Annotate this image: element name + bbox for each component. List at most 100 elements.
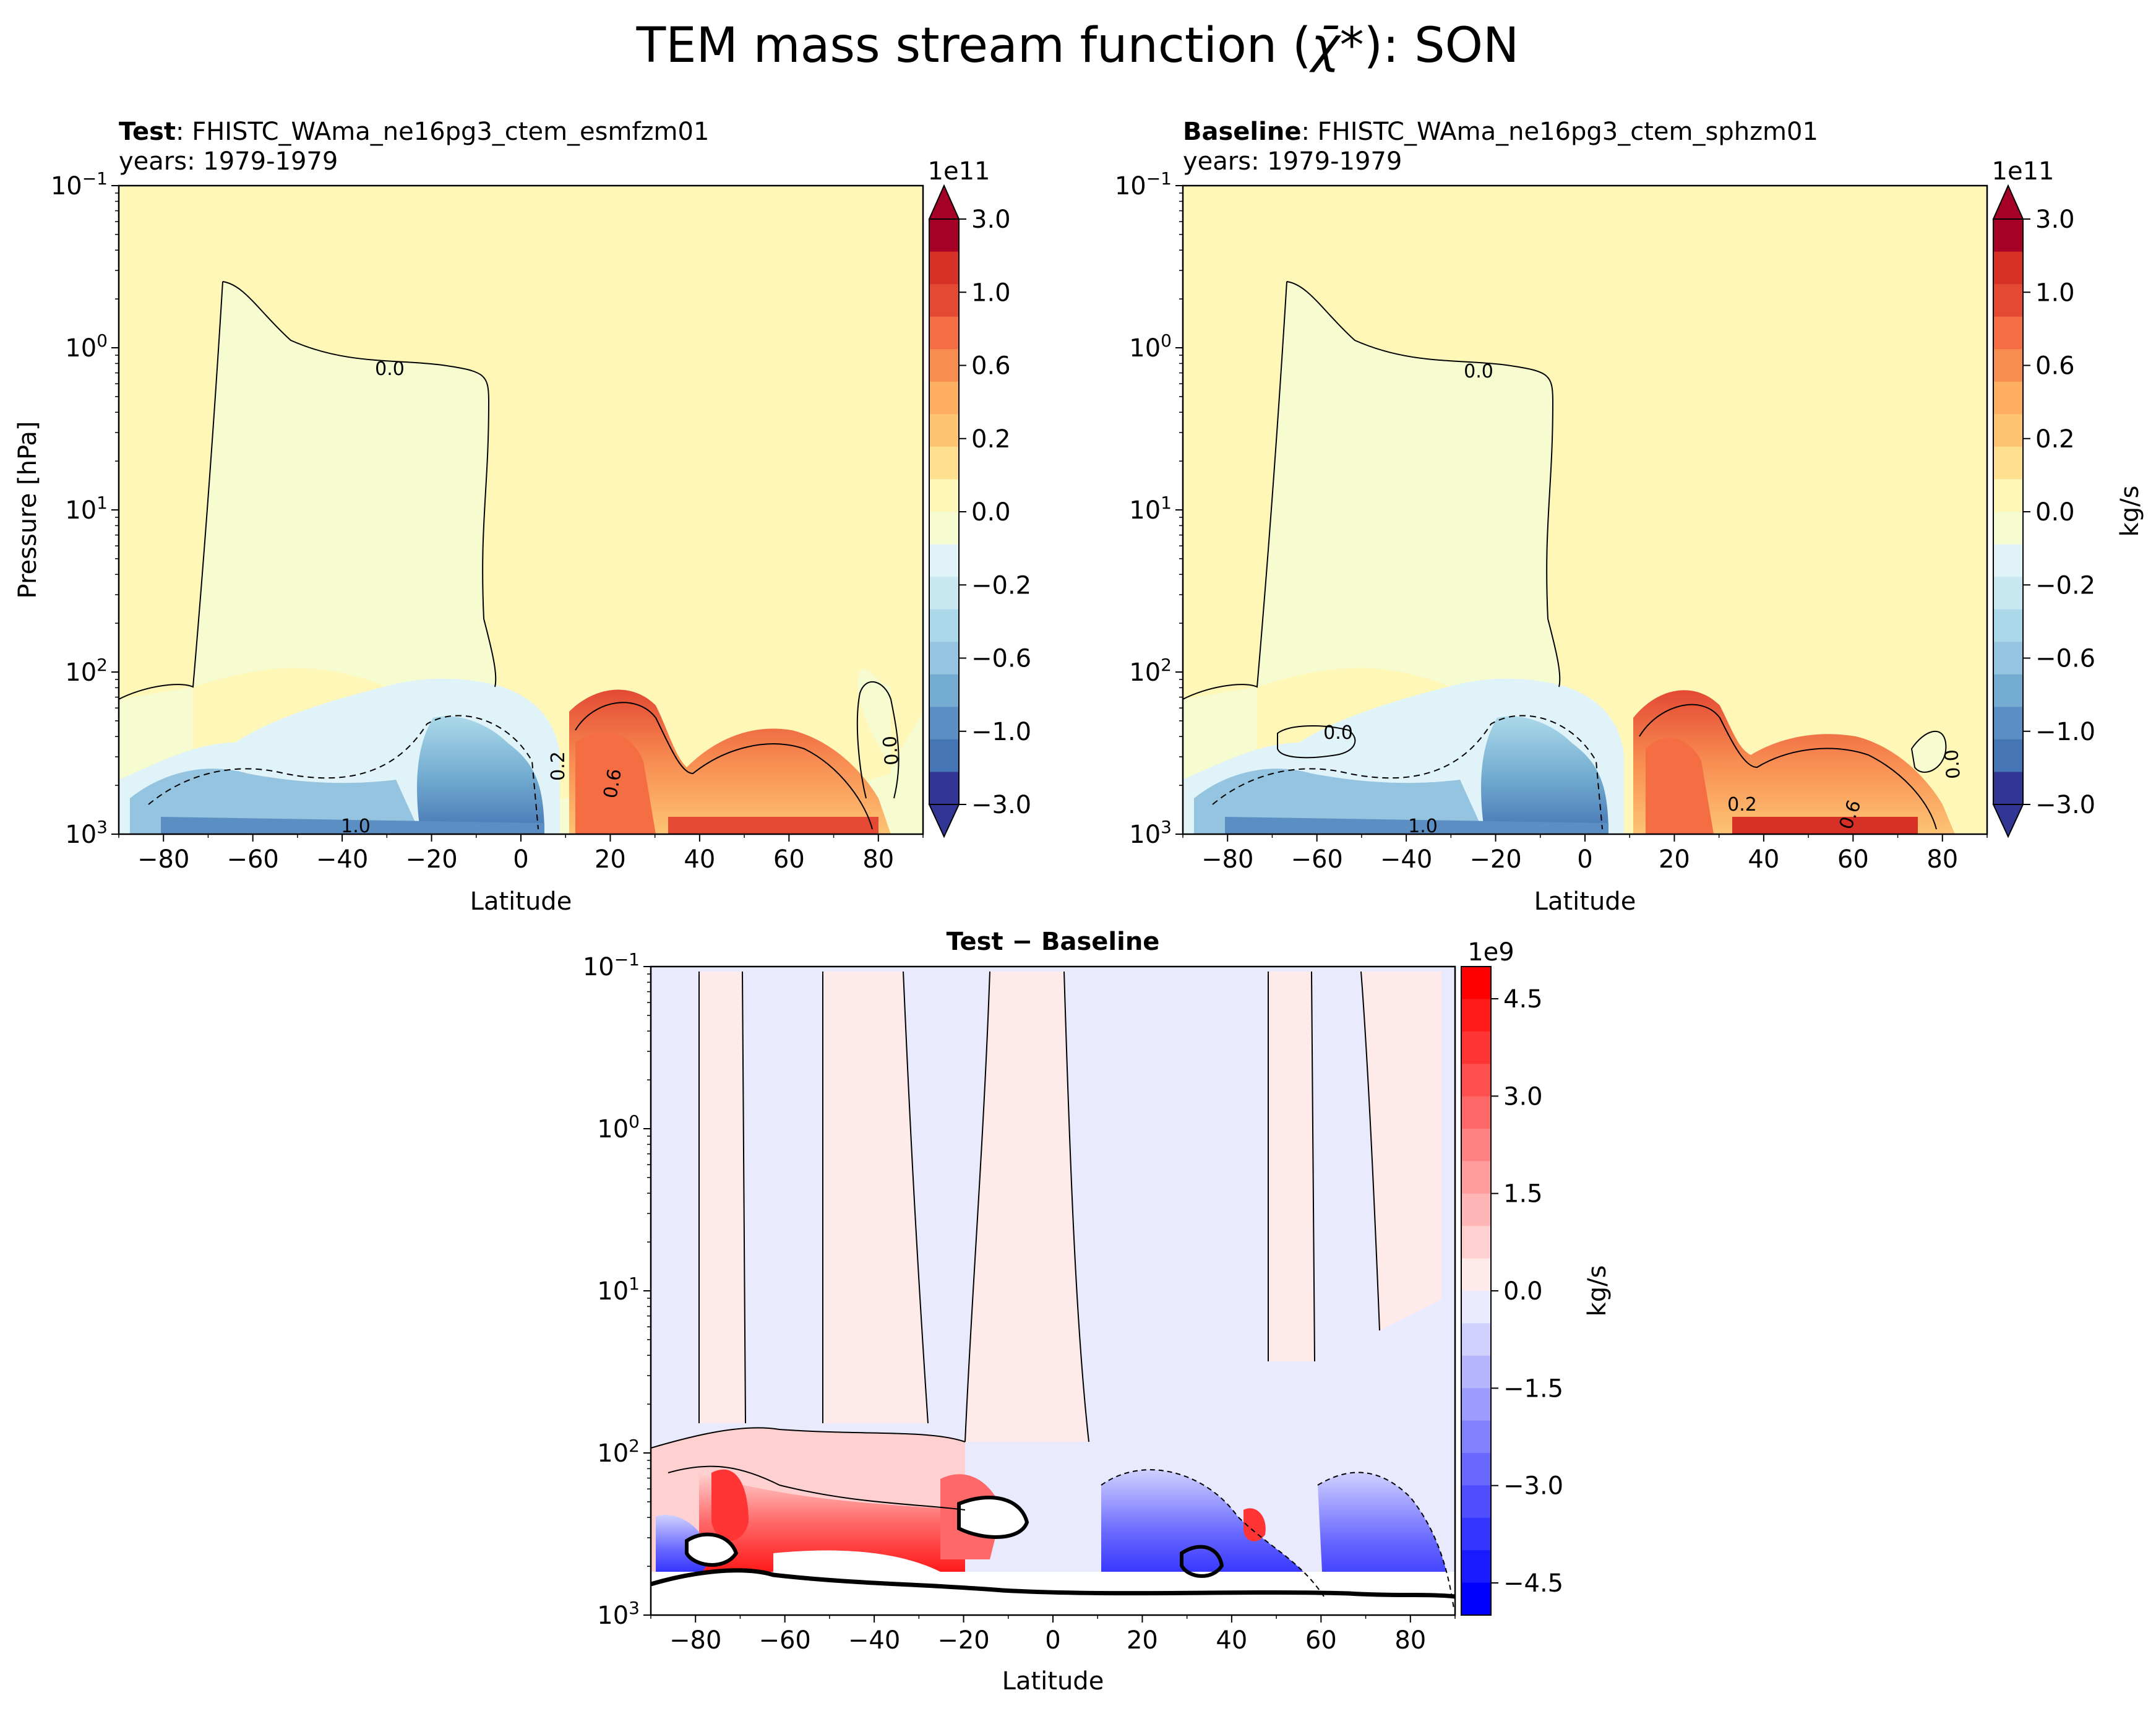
colorbar-swatch <box>929 707 959 740</box>
difference-contour <box>651 1427 966 1511</box>
colorbar-swatch <box>1993 544 2023 577</box>
x-tick-label: −80 <box>669 1626 721 1655</box>
difference-red-band <box>699 1473 965 1572</box>
colorbar-swatch <box>1461 1485 1491 1519</box>
colorbar-swatch <box>1993 414 2023 447</box>
test-colorbar-exponent: 1e11 <box>928 157 990 186</box>
test-contour-labels: 0.0 0.2 0.6 1.0 0.0 <box>341 358 903 837</box>
y-tick-label: 102 <box>597 1436 640 1468</box>
colorbar-tick-label: −1.5 <box>1503 1374 1563 1403</box>
colorbar-swatch <box>1993 772 2023 805</box>
colorbar-tick-label: 0.0 <box>2035 498 2075 527</box>
difference-panel-title: Test − Baseline <box>947 928 1160 956</box>
test-contour-label: 0.0 <box>375 358 405 380</box>
baseline-contour-label: 1.0 <box>1408 816 1438 837</box>
colorbar-tick-label: 0.0 <box>1503 1277 1543 1306</box>
difference-positive-band-4 <box>1361 972 1441 1330</box>
difference-positive-band-upper <box>699 972 745 1423</box>
baseline-negative-core <box>1481 716 1608 834</box>
colorbar-swatch <box>1993 251 2023 285</box>
colorbar-swatch <box>929 642 959 675</box>
colorbar-swatch <box>1993 284 2023 317</box>
y-tick-label: 103 <box>1129 817 1172 849</box>
y-tick-label: 10−1 <box>583 949 640 981</box>
baseline-zero-loop <box>1277 725 1356 759</box>
test-zero-contour-north <box>856 681 900 799</box>
colorbar-swatch <box>1461 1420 1491 1454</box>
test-negative-band <box>161 817 544 834</box>
difference-positive-band-2 <box>965 972 1089 1442</box>
x-tick-label: 40 <box>1748 845 1779 874</box>
colorbar-swatch <box>1461 1388 1491 1421</box>
colorbar-swatch <box>1461 1291 1491 1324</box>
test-panel: Test: FHISTC_WAma_ne16pg3_ctem_esmfzm01 … <box>14 118 1031 916</box>
x-tick-label: 40 <box>1216 1626 1247 1655</box>
test-contour-label: 1.0 <box>341 816 371 837</box>
y-tick-label: 10−1 <box>51 168 108 200</box>
colorbar-swatch <box>929 381 959 415</box>
difference-bold-contour <box>685 1496 1224 1578</box>
test-contour-label: 0.0 <box>879 735 903 767</box>
test-colorbar: 1e11 3.0 1.0 0.6 0.2 0.0 −0.2 −0.6 −1.0 −3.0 <box>928 157 1031 838</box>
difference-contour <box>1101 1469 1454 1610</box>
colorbar-swatch <box>929 251 959 285</box>
colorbar-swatch <box>1993 707 2023 740</box>
baseline-colorbar-swatches <box>1993 219 2023 805</box>
colorbar-tick-label: 3.0 <box>971 205 1011 234</box>
difference-saturated-lobe-c <box>687 1534 736 1565</box>
x-tick-label: −60 <box>226 845 278 874</box>
y-tick-label: 101 <box>1129 493 1172 525</box>
baseline-contour-label: 0.2 <box>1727 794 1757 816</box>
y-tick-label: 100 <box>65 330 108 363</box>
test-colorbar-max-extend <box>928 184 960 220</box>
colorbar-swatch <box>929 512 959 545</box>
x-tick-label: −40 <box>316 845 368 874</box>
difference-positive-band-mid <box>823 972 928 1423</box>
colorbar-swatch <box>1993 609 2023 642</box>
baseline-colorbar-ticks: 3.0 1.0 0.6 0.2 0.0 −0.2 −0.6 −1.0 −3.0 <box>2023 205 2095 819</box>
y-tick-label: 102 <box>65 655 108 687</box>
colorbar-swatch <box>929 479 959 512</box>
difference-colorbar-label: kg/s <box>1583 1265 1612 1317</box>
baseline-panel-subtitle: years: 1979-1979 <box>1183 147 1402 176</box>
baseline-colorbar-max-extend <box>1992 184 2024 220</box>
test-near-zero-region <box>119 282 923 834</box>
test-contour-label: 0.2 <box>548 751 569 781</box>
difference-y-axis: 10−1 100 101 102 103 <box>583 949 651 1630</box>
colorbar-swatch <box>1993 512 2023 545</box>
difference-panel: Test − Baseline <box>583 928 1612 1696</box>
x-tick-label: 40 <box>684 845 715 874</box>
colorbar-tick-label: −3.0 <box>971 791 1031 819</box>
baseline-near-zero-region <box>1183 282 1987 834</box>
colorbar-swatch <box>929 414 959 447</box>
colorbar-tick-label: 0.2 <box>971 425 1011 454</box>
colorbar-tick-label: −3.0 <box>2035 791 2095 819</box>
difference-contour <box>698 971 1380 1442</box>
baseline-contour-labels: 0.0 0.0 1.0 0.2 0.6 0.0 <box>1323 361 1965 837</box>
colorbar-tick-label: −0.6 <box>971 645 1031 673</box>
colorbar-tick-label: 1.0 <box>2035 278 2075 307</box>
test-y-label: Pressure [hPa] <box>14 421 42 599</box>
y-tick-label: 103 <box>597 1598 640 1630</box>
difference-colorbar-swatches <box>1461 967 1491 1616</box>
baseline-x-label: Latitude <box>1534 887 1636 916</box>
colorbar-tick-label: −1.0 <box>971 718 1031 746</box>
x-tick-label: 20 <box>1127 1626 1158 1655</box>
colorbar-swatch <box>929 674 959 707</box>
difference-blue-south <box>656 1515 711 1584</box>
colorbar-tick-label: 4.5 <box>1503 985 1543 1014</box>
colorbar-tick-label: 3.0 <box>1503 1082 1543 1111</box>
colorbar-swatch <box>1993 446 2023 480</box>
x-tick-label: −60 <box>1291 845 1342 874</box>
colorbar-swatch <box>929 219 959 252</box>
colorbar-swatch <box>1993 739 2023 773</box>
x-tick-label: −20 <box>1469 845 1521 874</box>
x-tick-label: 0 <box>1577 845 1592 874</box>
test-panel-subtitle: years: 1979-1979 <box>119 147 338 176</box>
x-tick-label: −60 <box>758 1626 810 1655</box>
test-zero-contour <box>222 281 497 687</box>
colorbar-tick-label: 0.2 <box>2035 425 2075 454</box>
y-tick-label: 103 <box>65 817 108 849</box>
x-tick-label: −80 <box>137 845 189 874</box>
baseline-positive-core <box>1646 738 1714 834</box>
